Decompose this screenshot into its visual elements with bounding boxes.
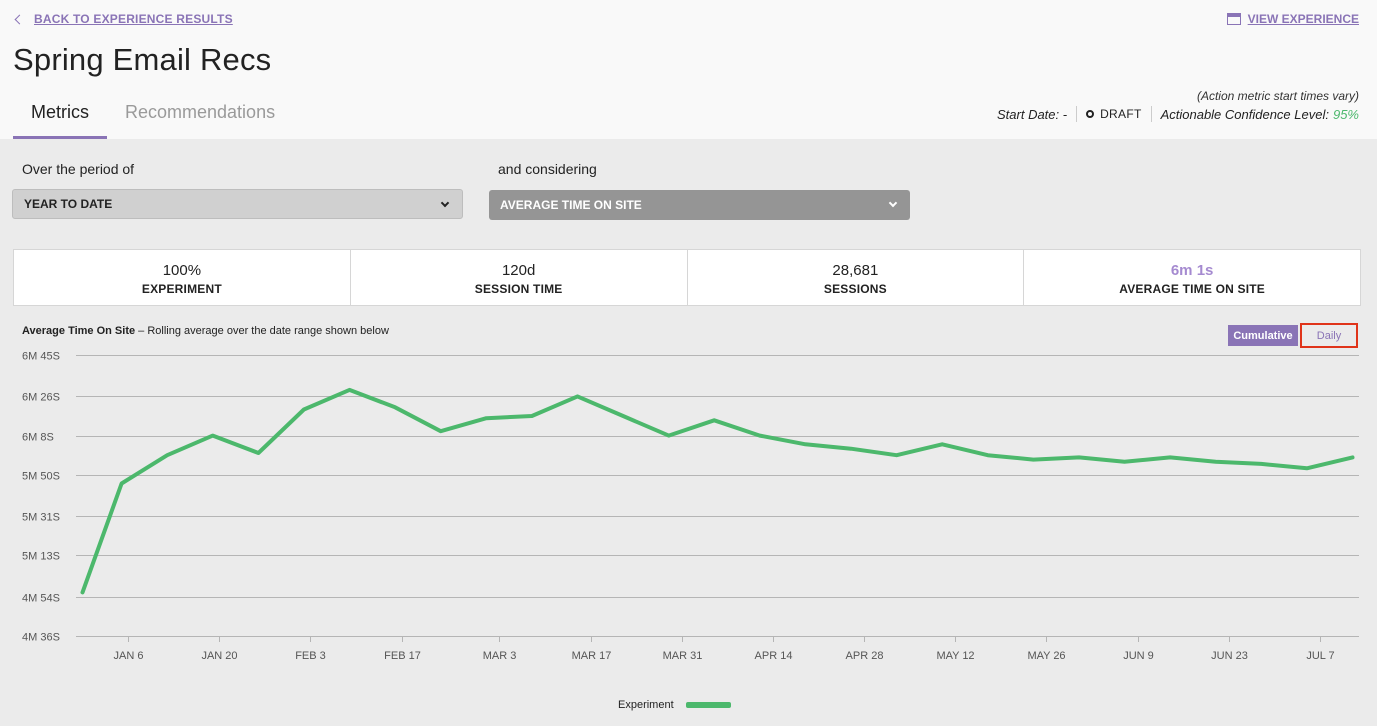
- action-metric-note: (Action metric start times vary): [1196, 89, 1359, 103]
- y-tick-label: 5M 31S: [22, 512, 60, 524]
- y-tick-label: 4M 54S: [22, 593, 60, 605]
- daily-toggle[interactable]: Daily: [1300, 323, 1358, 348]
- circle-icon: [1086, 110, 1095, 118]
- legend-swatch: [685, 702, 731, 708]
- y-tick-label: 5M 13S: [22, 551, 60, 563]
- x-tick-label: MAR 3: [483, 650, 517, 662]
- kpi-sessions: 28,681 SESSIONS: [688, 250, 1025, 305]
- legend-label: Experiment: [618, 699, 674, 711]
- x-tick-label: MAY 26: [1027, 650, 1065, 662]
- back-link-label: BACK TO EXPERIENCE RESULTS: [34, 12, 233, 26]
- draft-label: DRAFT: [1100, 107, 1142, 121]
- metrics-panel: Over the period of YEAR TO DATE and cons…: [0, 139, 1377, 726]
- x-axis-ticks: [128, 636, 1321, 642]
- cumulative-toggle[interactable]: Cumulative: [1228, 325, 1298, 346]
- x-tick-label: FEB 17: [384, 650, 421, 662]
- kpi-label: SESSION TIME: [474, 282, 563, 296]
- y-tick-label: 6M 8S: [22, 432, 54, 444]
- kpi-row: 100% EXPERIMENT 120d SESSION TIME 28,681…: [13, 249, 1361, 306]
- window-icon: [1226, 13, 1241, 25]
- tab-bar: Metrics Recommendations: [13, 96, 293, 139]
- chart-title-metric: Average Time On Site: [22, 325, 136, 337]
- kpi-session-time: 120d SESSION TIME: [351, 250, 688, 305]
- chevron-left-icon: [14, 14, 25, 24]
- metric-select-value: AVERAGE TIME ON SITE: [500, 198, 642, 212]
- page-title: Spring Email Recs: [13, 42, 272, 77]
- metric-select[interactable]: AVERAGE TIME ON SITE: [489, 190, 910, 220]
- chart-legend: Experiment: [618, 699, 731, 711]
- period-select-value: YEAR TO DATE: [24, 197, 113, 211]
- kpi-value: 120d: [501, 262, 536, 279]
- back-to-results-link[interactable]: BACK TO EXPERIENCE RESULTS: [14, 12, 233, 26]
- kpi-experiment: 100% EXPERIMENT: [14, 250, 351, 305]
- x-tick-label: JUL 7: [1306, 650, 1334, 662]
- x-tick-label: MAY 12: [936, 650, 974, 662]
- x-tick-label: MAR 31: [663, 650, 703, 662]
- x-tick-label: JAN 6: [114, 650, 144, 662]
- period-label: Over the period of: [22, 161, 135, 177]
- y-axis-labels: 6M 45S 6M 26S 6M 8S 5M 50S 5M 31S 5M 13S 4M 54…: [22, 351, 60, 644]
- chart-title: Average Time On Site – Rolling average o…: [22, 325, 389, 337]
- kpi-value: 6m 1s: [1170, 262, 1214, 279]
- y-tick-label: 5M 50S: [22, 471, 60, 483]
- status-badge: DRAFT: [1086, 107, 1142, 121]
- x-tick-label: MAR 17: [572, 650, 612, 662]
- grid-lines: [76, 355, 1359, 637]
- chart-title-description: – Rolling average over the date range sh…: [135, 325, 389, 337]
- x-tick-label: JUN 9: [1123, 650, 1154, 662]
- y-tick-label: 6M 45S: [22, 351, 60, 363]
- page-header: BACK TO EXPERIENCE RESULTS VIEW EXPERIEN…: [0, 0, 1377, 139]
- kpi-average-time-on-site: 6m 1s AVERAGE TIME ON SITE: [1024, 250, 1360, 305]
- x-tick-label: JAN 20: [201, 650, 237, 662]
- tab-metrics[interactable]: Metrics: [13, 96, 107, 139]
- status-bar: Start Date: - DRAFT Actionable Confidenc…: [997, 106, 1359, 122]
- series-line-experiment: [80, 387, 1355, 595]
- divider: [1076, 106, 1078, 122]
- y-tick-label: 4M 36S: [22, 632, 60, 644]
- start-date: Start Date: -: [997, 106, 1068, 122]
- tab-recommendations[interactable]: Recommendations: [125, 102, 276, 122]
- kpi-label: AVERAGE TIME ON SITE: [1119, 282, 1266, 296]
- x-tick-label: FEB 3: [295, 650, 326, 662]
- y-tick-label: 6M 26S: [22, 392, 60, 404]
- divider: [1150, 106, 1152, 122]
- kpi-label: SESSIONS: [823, 282, 887, 296]
- kpi-value: 28,681: [832, 262, 879, 279]
- view-experience-link[interactable]: VIEW EXPERIENCE: [1226, 12, 1359, 26]
- metric-label: and considering: [498, 161, 597, 177]
- confidence-value: 95%: [1332, 106, 1359, 122]
- x-tick-label: JUN 23: [1211, 650, 1248, 662]
- confidence-label: Actionable Confidence Level:: [1160, 106, 1329, 122]
- line-chart: 6M 45S 6M 26S 6M 8S 5M 50S 5M 31S 5M 13S 4M 54…: [22, 351, 1359, 662]
- series-lines: [80, 387, 1355, 595]
- x-axis-labels: JAN 6 JAN 20 FEB 3 FEB 17 MAR 3 MAR 17 MAR 31 A…: [114, 650, 1335, 662]
- x-tick-label: APR 14: [755, 650, 793, 662]
- view-link-label: VIEW EXPERIENCE: [1247, 12, 1359, 26]
- kpi-label: EXPERIMENT: [141, 282, 222, 296]
- kpi-value: 100%: [162, 262, 202, 279]
- period-select[interactable]: YEAR TO DATE: [12, 189, 463, 219]
- x-tick-label: APR 28: [846, 650, 884, 662]
